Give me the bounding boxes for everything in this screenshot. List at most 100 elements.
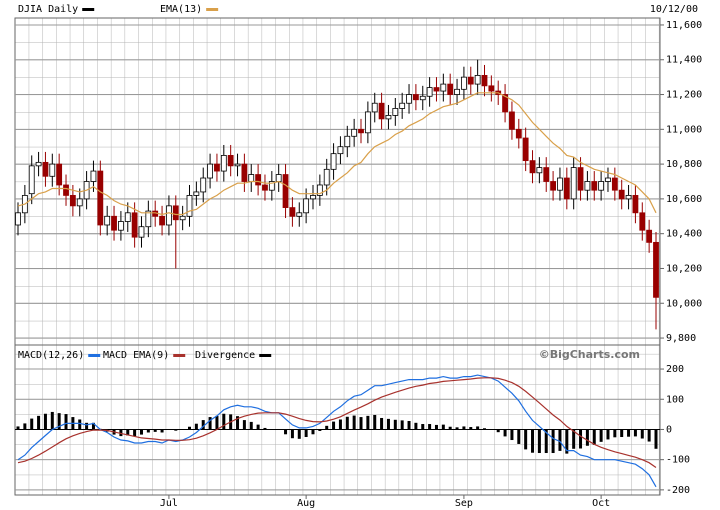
candle-body — [49, 163, 56, 177]
candle-body — [138, 226, 145, 238]
candle-body — [598, 181, 605, 191]
candle-body — [509, 111, 515, 130]
candle-body — [591, 181, 598, 191]
candle-body — [200, 177, 207, 193]
divergence-bar — [414, 422, 418, 430]
divergence-bar — [633, 429, 637, 437]
divergence-bar — [194, 423, 198, 430]
divergence-bar — [57, 413, 61, 430]
legend-label: MACD(12,26) — [18, 350, 84, 361]
divergence-bar — [263, 427, 267, 430]
divergence-bar — [91, 422, 95, 430]
divergence-bar — [85, 422, 89, 430]
candle-body — [406, 94, 412, 104]
candle-body — [56, 163, 63, 186]
divergence-bar — [579, 429, 583, 449]
divergence-bar — [153, 429, 157, 432]
candle-body — [646, 229, 653, 243]
divergence-bar — [215, 415, 219, 430]
candle-body — [234, 163, 241, 167]
price-panel — [14, 17, 661, 346]
divergence-bar — [352, 415, 356, 430]
divergence-bar — [386, 418, 390, 430]
divergence-bar — [325, 425, 329, 430]
candle-body — [42, 161, 49, 177]
divergence-bar — [407, 421, 411, 430]
date-label: 10/12/00 — [650, 4, 698, 15]
candle-body — [618, 189, 625, 200]
divergence-bar — [434, 424, 438, 430]
divergence-bar — [338, 419, 342, 430]
divergence-bar — [503, 429, 507, 437]
y-tick-label: 10,800 — [666, 159, 702, 170]
candle-body — [522, 137, 529, 162]
candle-body — [76, 198, 83, 207]
candle-body — [35, 161, 42, 167]
divergence-bar — [311, 429, 315, 435]
divergence-bar — [482, 428, 486, 430]
candle-body — [90, 170, 97, 182]
candle-body — [358, 128, 364, 134]
divergence-bar — [208, 417, 212, 430]
candle-body — [399, 102, 406, 109]
divergence-bar — [606, 429, 610, 440]
divergence-bar — [400, 420, 404, 430]
y-tick-label: 100 — [666, 394, 684, 405]
divergence-bar — [448, 426, 452, 430]
divergence-bar — [126, 429, 130, 436]
candle-body — [296, 212, 303, 217]
divergence-bar — [572, 429, 576, 449]
divergence-bar — [428, 424, 432, 430]
candle-body — [536, 167, 543, 174]
divergence-bar — [297, 429, 301, 439]
divergence-bar — [524, 429, 528, 450]
watermark: ©BigCharts.com — [539, 348, 640, 361]
y-tick-label: 10,600 — [666, 194, 702, 205]
divergence-bar — [256, 424, 260, 430]
y-tick-label: -100 — [666, 455, 690, 466]
x-tick-label: Jul — [160, 498, 178, 509]
y-tick-label: 0 — [666, 424, 672, 435]
candle-body — [166, 205, 172, 226]
divergence-bar — [599, 429, 603, 442]
candle-body — [632, 195, 639, 214]
candle-body — [220, 155, 227, 172]
candle-body — [268, 181, 275, 191]
divergence-bar — [64, 414, 68, 430]
divergence-bar — [640, 429, 644, 439]
candle-body — [104, 215, 111, 226]
candle-body — [172, 205, 179, 221]
candle-body — [351, 128, 358, 137]
candle-body — [440, 83, 447, 92]
candle-body — [433, 87, 440, 92]
candle-body — [378, 102, 385, 120]
y-tick-label: 11,000 — [666, 124, 702, 135]
candle-body — [577, 167, 584, 191]
divergence-bar — [380, 417, 384, 430]
divergence-bar — [222, 413, 226, 430]
candle-body — [570, 167, 577, 200]
divergence-bar — [366, 415, 370, 430]
divergence-bar — [455, 427, 459, 430]
candle-body — [605, 177, 611, 182]
y-tick-label: 11,400 — [666, 55, 702, 66]
y-tick-label: 10,400 — [666, 229, 702, 240]
divergence-bar — [133, 429, 137, 437]
divergence-bar — [43, 413, 47, 430]
candle-body — [550, 181, 556, 191]
candle-body — [303, 198, 310, 214]
candle-body — [131, 212, 138, 238]
divergence-bar — [304, 429, 308, 438]
divergence-bar — [565, 429, 569, 454]
divergence-bar — [421, 424, 425, 430]
candle-body — [118, 221, 124, 231]
y-tick-label: -200 — [666, 485, 690, 496]
candle-body — [467, 76, 474, 85]
candle-body — [330, 153, 337, 170]
series-line — [17, 92, 657, 216]
divergence-bar — [242, 420, 246, 430]
divergence-bar — [78, 419, 82, 430]
x-tick-label: Aug — [297, 498, 315, 509]
series-line — [17, 377, 657, 468]
